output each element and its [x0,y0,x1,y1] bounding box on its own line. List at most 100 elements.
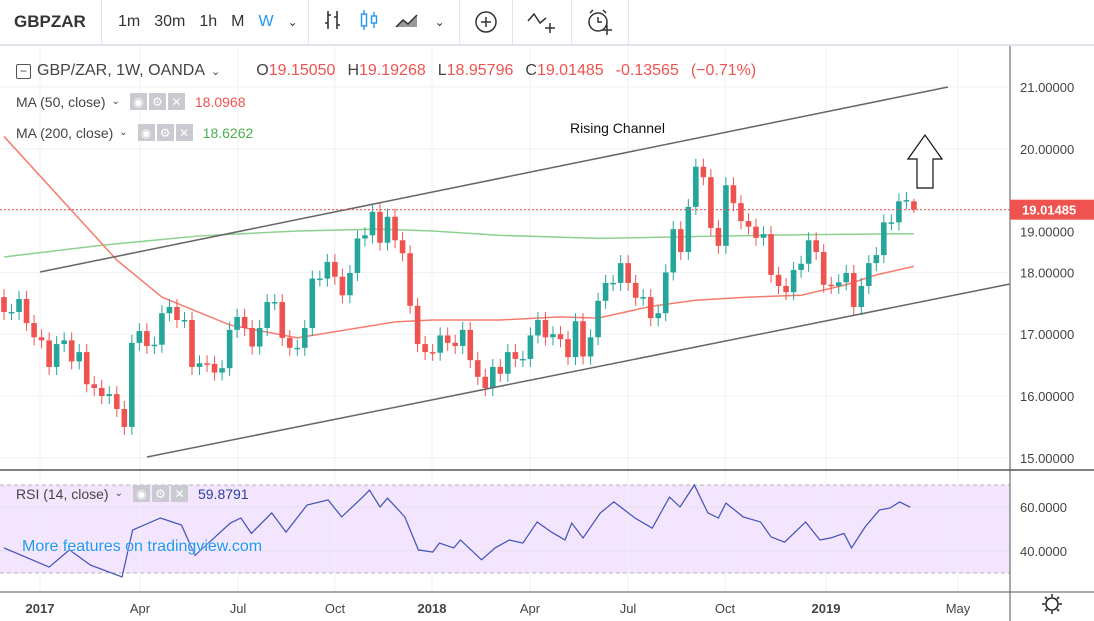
chevron-down-icon[interactable]: ⌄ [434,15,445,29]
price-tick-label: 20.00000 [1020,142,1074,157]
candle-body [850,273,857,308]
candle-body [903,200,910,202]
area-chart-icon[interactable] [395,11,419,34]
interval-30m[interactable]: 30m [154,13,186,30]
ohlc-values: O19.15050 H19.19268 L18.95796 C19.01485 … [256,62,756,80]
candle-body [693,166,699,207]
ma200-line [3,228,914,258]
settings-gear-icon[interactable]: ⚙ [151,485,169,502]
candle-body [459,329,466,346]
candle-body [813,240,819,253]
visibility-icon[interactable]: ◉ [132,485,150,502]
candles-icon[interactable] [359,9,379,36]
channel-lower-line [146,283,1011,458]
series-title[interactable]: GBP/ZAR, 1W, OANDA [37,62,206,79]
remove-x-icon[interactable]: ✕ [175,124,193,141]
candle [211,355,218,381]
candle-body [610,282,616,285]
interval-1m[interactable]: 1m [118,13,141,30]
visibility-icon[interactable]: ◉ [137,124,155,141]
candle [903,192,910,210]
candle-body [211,363,218,373]
candle [384,208,391,251]
candle-body [384,216,391,243]
candle [490,358,496,396]
candle-body [527,335,534,359]
interval-1h[interactable]: 1h [199,13,218,30]
candle [286,329,293,356]
candle [429,344,436,361]
candle [542,311,549,346]
rsi-line [3,483,911,578]
candle [775,266,782,295]
price-tick-label: 16.00000 [1020,389,1074,404]
remove-x-icon[interactable]: ✕ [167,93,185,110]
chart-type-group: ⌄ [309,0,460,45]
remove-x-icon[interactable]: ✕ [170,485,188,502]
candle [46,332,52,375]
candle [535,311,541,344]
chevron-down-icon[interactable]: ⌄ [119,127,128,138]
candle-body [520,358,526,361]
candle [866,255,872,295]
chevron-down-icon[interactable]: ⌄ [211,65,221,78]
symbol-search[interactable]: GBPZAR [0,0,102,45]
candle [745,213,752,235]
candle-body [309,278,316,329]
candle-body [414,305,421,345]
visibility-icon[interactable]: ◉ [129,93,147,110]
candle [911,198,917,214]
candle [617,255,624,291]
channel-upper-line [39,86,949,273]
candle [715,219,722,254]
candle-body [858,285,865,308]
candle [422,336,428,361]
candle [271,294,278,311]
settings-gear-icon[interactable]: ⚙ [156,124,174,141]
chevron-down-icon[interactable]: ⌄ [114,488,123,499]
rsi-title[interactable]: RSI (14, close) [16,485,109,502]
bar-chart-icon[interactable] [323,9,343,36]
candle-body [452,342,458,346]
settings-gear-icon[interactable]: ⚙ [148,93,166,110]
candle-body [535,319,541,336]
chart-settings-icon[interactable] [1042,594,1062,614]
candle-body [820,252,827,285]
chevron-down-icon[interactable]: ⌄ [111,96,120,107]
candle-body [166,307,173,314]
candle [850,264,857,316]
candle [888,214,895,231]
current-price-badge [1010,199,1094,220]
chart-canvas[interactable]: 2017 Apr Jul Oct 2018 Apr Jul Oct 2019 May 21.0000… [0,46,1094,621]
time-tick-label: Oct [715,601,736,616]
candle-body [474,360,481,377]
sun-ray [1056,608,1060,612]
candle [587,329,594,365]
chevron-down-icon[interactable]: ⌄ [287,15,298,29]
compare-button[interactable] [460,0,513,45]
indicators-button[interactable] [513,0,572,45]
candle [159,305,165,353]
candle [38,329,45,349]
interval-month[interactable]: M [231,13,245,30]
tradingview-link[interactable]: More features on tradingview.com [22,538,263,555]
candle [392,208,398,249]
alert-button[interactable] [572,0,629,45]
candle-body [234,316,240,330]
interval-week[interactable]: W [258,13,274,30]
candle [151,336,158,354]
candle [768,226,774,283]
ma50-title[interactable]: MA (50, close) [16,93,106,110]
candle [858,277,865,316]
rsi-legend: RSI (14, close) ⌄ ◉ ⚙ ✕ 59.8791 [16,485,249,502]
interval-group: 1m 30m 1h M W ⌄ [102,0,309,45]
candle-body [16,298,22,312]
candle-body [332,261,338,277]
candle [407,245,413,314]
ma200-title[interactable]: MA (200, close) [16,124,114,141]
candle-body [286,337,293,348]
candle-body [565,339,571,358]
up-arrow-icon [906,133,944,189]
candle [790,261,797,301]
collapse-legend-icon[interactable]: − [16,63,31,79]
